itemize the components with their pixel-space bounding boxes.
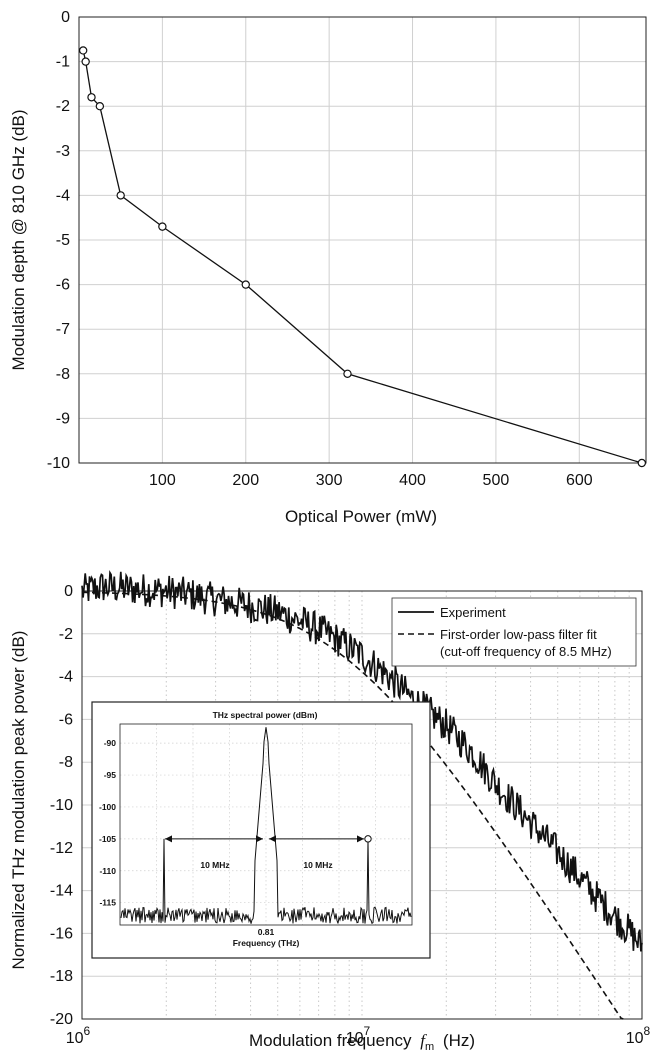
chart-1-data-point — [116, 191, 125, 200]
inset-annotations — [165, 835, 372, 843]
chart-2-legend-label-fit: First-order low-pass filter fit — [440, 627, 597, 642]
chart-2-y-tick-label: -18 — [50, 968, 73, 985]
inset-y-tick-label: -105 — [99, 834, 116, 844]
inset-y-tick-label: -100 — [99, 802, 116, 812]
chart-2-y-ticks: 0 -2 -4 -6 -8 -10 -12 -14 -16 -18 -20 — [50, 583, 73, 1028]
chart-2-plot-frame — [81, 590, 643, 1020]
chart-1-x-tick-label: 200 — [232, 472, 259, 489]
chart-1-x-tick-label: 300 — [316, 472, 343, 489]
inset-x-tick-label: 0.81 — [258, 927, 275, 937]
chart-1-data-point — [343, 369, 352, 378]
inset-x-axis-label: Frequency (THz) — [233, 938, 300, 948]
chart-2-y-tick-label: -12 — [50, 840, 73, 857]
chart-1-x-tick-label: 600 — [566, 472, 593, 489]
chart-1-y-axis-label: Modulation depth @ 810 GHz (dB) — [9, 109, 28, 370]
chart-1-data-point — [158, 222, 167, 231]
chart-2-x-tick-label: 107 — [346, 1024, 371, 1047]
inset-plot-frame — [119, 723, 413, 926]
chart-2-y-tick-label: -6 — [59, 711, 73, 728]
inset-arrow-head — [165, 835, 172, 843]
chart-2-y-tick-label: -8 — [59, 754, 73, 771]
chart-1-y-tick-label: 0 — [61, 9, 70, 26]
inset-y-tick-label: -110 — [99, 866, 116, 876]
inset-arrow-head — [256, 835, 263, 843]
chart-2-x-axis-label-unit: (Hz) — [443, 1031, 475, 1050]
chart-2-y-tick-label: -16 — [50, 925, 73, 942]
chart-2-legend-label-experiment: Experiment — [440, 605, 506, 620]
chart-1-x-ticks: 100 200 300 400 500 600 — [149, 472, 593, 489]
chart-1-data-point — [95, 101, 105, 111]
chart-1-y-tick-label: -2 — [56, 98, 70, 115]
chart-2-y-tick-label: -2 — [59, 626, 73, 643]
chart-2-y-tick-label: -4 — [59, 669, 73, 686]
chart-2-y-tick-label: -14 — [50, 883, 73, 900]
chart-1-x-axis-label: Optical Power (mW) — [285, 507, 437, 526]
chart-2-x-ticks: 106 107 108 — [66, 1024, 651, 1047]
chart-2-x-tick-label: 108 — [626, 1024, 651, 1047]
inset-annotation-left: 10 MHz — [200, 860, 229, 870]
chart-1-y-tick-label: -5 — [56, 232, 70, 249]
chart-2-x-axis-label-subscript: m — [425, 1041, 434, 1053]
chart-2-y-tick-label: 0 — [64, 583, 73, 600]
chart-1-grid — [79, 16, 646, 464]
chart-1: 0 -1 -2 -3 -4 -5 -6 -7 -8 -9 -10 100 200 300 400 500 60… — [9, 9, 647, 526]
chart-1-x-tick-label: 500 — [483, 472, 510, 489]
chart-2-inset: -90 -95 -100 -105 -110 -115 THz spectral powe… — [91, 701, 431, 959]
inset-spectrum-trace — [120, 727, 412, 925]
chart-1-plot-frame — [78, 16, 647, 464]
inset-title: THz spectral power (dBm) — [213, 710, 318, 720]
chart-2-x-axis-label: Modulation frequency fm (Hz) — [249, 1031, 475, 1054]
chart-2-series-experiment — [81, 570, 643, 952]
chart-2-y-axis-label: Normalized THz modulation peak power (dB… — [9, 631, 28, 970]
inset-arrow-head — [357, 835, 364, 843]
inset-arrow-head — [269, 835, 276, 843]
chart-1-data-point — [78, 46, 88, 55]
chart-1-y-tick-label: -3 — [56, 143, 70, 160]
chart-2-y-tick-label: -20 — [50, 1011, 73, 1028]
chart-1-data-point — [87, 93, 96, 102]
chart-1-series-line — [82, 50, 642, 464]
chart-1-data-point — [637, 458, 647, 468]
chart-2-x-axis-label-symbol: f — [420, 1031, 427, 1050]
inset-sideband-marker — [364, 835, 372, 843]
inset-y-ticks: -90 -95 -100 -105 -110 -115 — [99, 738, 116, 908]
chart-1-y-tick-label: -1 — [56, 54, 70, 71]
inset-y-tick-label: -95 — [104, 770, 117, 780]
chart-2: 0 -2 -4 -6 -8 -10 -12 -14 -16 -18 -20 106 107 108 Ex… — [9, 570, 651, 1054]
chart-1-y-tick-label: -9 — [56, 410, 70, 427]
chart-1-y-tick-label: -4 — [56, 187, 70, 204]
chart-1-y-tick-label: -8 — [56, 366, 70, 383]
chart-1-data-point — [81, 57, 90, 66]
inset-annotation-right: 10 MHz — [303, 860, 332, 870]
chart-1-x-tick-label: 100 — [149, 472, 176, 489]
chart-2-legend-label-fit-line2: (cut-off frequency of 8.5 MHz) — [440, 644, 612, 659]
chart-2-legend-box — [391, 597, 637, 667]
chart-2-series-fit — [82, 591, 624, 1020]
chart-2-legend: Experiment First-order low-pass filter f… — [391, 597, 637, 667]
chart-2-x-tick-label: 106 — [66, 1024, 91, 1047]
inset-y-tick-label: -90 — [104, 738, 117, 748]
chart-2-y-tick-label: -10 — [50, 797, 73, 814]
chart-1-y-tick-label: -7 — [56, 321, 70, 338]
chart-1-y-ticks: 0 -1 -2 -3 -4 -5 -6 -7 -8 -9 -10 — [47, 9, 70, 472]
chart-1-data-point — [241, 280, 250, 289]
inset-y-tick-label: -115 — [99, 898, 116, 908]
chart-1-y-tick-label: -10 — [47, 455, 70, 472]
chart-1-x-tick-label: 400 — [399, 472, 426, 489]
chart-2-x-axis-label-text: Modulation frequency — [249, 1031, 412, 1050]
chart-1-y-tick-label: -6 — [56, 277, 70, 294]
chart-1-points — [78, 46, 647, 468]
